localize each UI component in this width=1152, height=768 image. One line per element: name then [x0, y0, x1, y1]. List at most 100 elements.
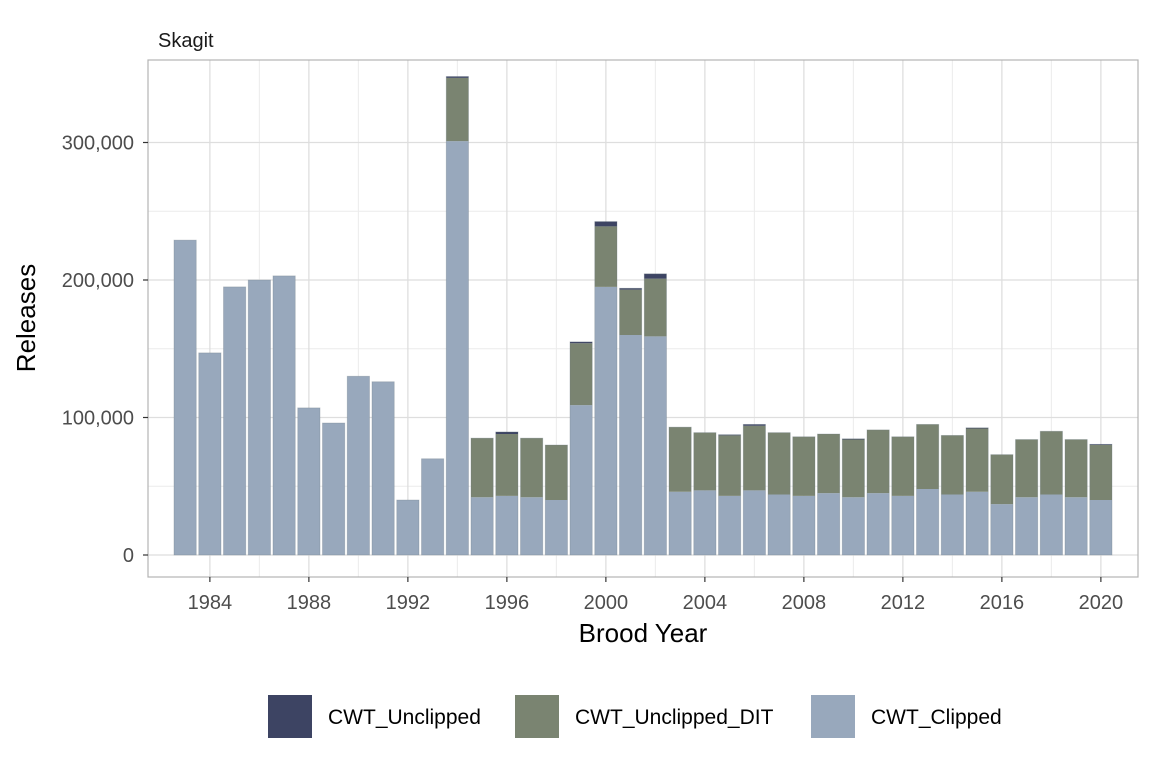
- bar-cwt-clipped-1989: [322, 423, 345, 555]
- bar-cwt-unclipped-dit-1998: [545, 445, 568, 500]
- bar-cwt-clipped-2004: [693, 490, 717, 555]
- bar-outline-2005: [718, 434, 742, 556]
- x-axis-title: Brood Year: [579, 618, 708, 648]
- bar-cwt-clipped-2018: [1040, 494, 1063, 555]
- bar-outline-1990: [346, 375, 370, 556]
- bar-outline-1993: [421, 458, 445, 556]
- bar-cwt-unclipped-dit-2004: [693, 432, 717, 491]
- bar-outline-1995: [470, 437, 494, 556]
- bar-cwt-unclipped-1996: [495, 431, 519, 434]
- legend-key-cwt-unclipped-dit: [515, 695, 559, 738]
- x-tick-label: 1984: [188, 592, 233, 614]
- bar-cwt-unclipped-dit-2001: [619, 289, 642, 335]
- bar-cwt-clipped-1987: [272, 275, 296, 555]
- legend-label-cwt-clipped: CWT_Clipped: [871, 706, 1002, 729]
- bar-outline-2001: [619, 287, 643, 556]
- bar-cwt-unclipped-1999: [569, 341, 593, 344]
- bar-cwt-clipped-2019: [1064, 497, 1088, 555]
- bar-cwt-clipped-1996: [495, 495, 519, 555]
- bar-cwt-clipped-1991: [371, 381, 395, 555]
- bar-cwt-clipped-1983: [173, 240, 197, 555]
- bar-cwt-unclipped-dit-2017: [1015, 439, 1038, 498]
- bar-cwt-unclipped-dit-2005: [718, 435, 741, 496]
- bar-outline-2007: [767, 432, 791, 556]
- bar-cwt-unclipped-2002: [644, 273, 667, 279]
- bar-cwt-unclipped-2015: [965, 427, 989, 429]
- bar-cwt-clipped-2009: [817, 493, 840, 555]
- bar-cwt-clipped-1993: [421, 458, 444, 555]
- bar-cwt-unclipped-2000: [594, 221, 618, 227]
- bar-outline-2006: [742, 423, 766, 556]
- bar-outline-2003: [668, 426, 692, 556]
- bar-cwt-unclipped-2001: [619, 288, 642, 290]
- bar-cwt-clipped-2015: [965, 491, 989, 555]
- bar-outline-1987: [272, 275, 296, 556]
- bar-cwt-unclipped-dit-1994: [446, 77, 469, 142]
- bar-cwt-unclipped-dit-2007: [767, 432, 791, 495]
- x-tick-label: 1992: [386, 592, 431, 614]
- y-axis-ticks: 0 100,000 200,000 300,000: [62, 133, 148, 567]
- bar-cwt-unclipped-dit-2019: [1064, 439, 1088, 498]
- bar-cwt-clipped-1999: [569, 405, 593, 555]
- bar-outline-1984: [198, 352, 222, 556]
- bar-outline-1998: [544, 444, 568, 556]
- bar-cwt-unclipped-dit-2013: [916, 424, 939, 489]
- bar-outline-2016: [990, 454, 1014, 556]
- bar-cwt-unclipped-dit-2016: [990, 454, 1014, 505]
- bar-cwt-clipped-2001: [619, 335, 642, 555]
- bar-outline-2009: [817, 433, 841, 556]
- bar-cwt-unclipped-dit-2011: [866, 429, 890, 494]
- bar-outline-2020: [1089, 443, 1113, 556]
- bar-cwt-unclipped-dit-2014: [941, 435, 964, 495]
- bar-cwt-clipped-1984: [198, 352, 222, 555]
- grid-layer: [148, 60, 1138, 577]
- bar-cwt-clipped-1995: [470, 497, 494, 555]
- bar-outline-1983: [173, 239, 197, 556]
- bar-cwt-unclipped-dit-2020: [1089, 445, 1113, 500]
- bar-cwt-unclipped-2020: [1089, 444, 1113, 445]
- bar-outline-2002: [643, 273, 667, 556]
- bar-cwt-clipped-2005: [718, 495, 741, 555]
- x-tick-label: 2004: [683, 592, 728, 614]
- bar-cwt-unclipped-2005: [718, 434, 741, 436]
- bar-outline-1991: [371, 381, 395, 556]
- legend-key-cwt-clipped: [811, 695, 855, 738]
- y-tick-label: 200,000: [62, 270, 134, 292]
- bar-outline-2015: [965, 427, 989, 556]
- bar-outline-1999: [569, 341, 593, 556]
- bar-cwt-unclipped-2010: [842, 438, 865, 440]
- x-tick-label: 2016: [980, 592, 1025, 614]
- bar-cwt-clipped-1986: [248, 280, 271, 555]
- bar-outline-1988: [297, 407, 321, 556]
- bar-cwt-unclipped-dit-1999: [569, 343, 593, 406]
- bar-cwt-unclipped-dit-2003: [668, 427, 692, 492]
- bar-cwt-unclipped-dit-2002: [644, 278, 667, 337]
- bar-outline-2012: [891, 436, 915, 556]
- bar-cwt-clipped-1990: [347, 376, 370, 555]
- y-axis-title: Releases: [11, 264, 41, 372]
- bar-cwt-unclipped-dit-2010: [842, 439, 865, 498]
- bar-cwt-clipped-2016: [990, 504, 1014, 555]
- bar-cwt-clipped-2012: [891, 495, 915, 555]
- x-tick-label: 2008: [782, 592, 827, 614]
- bar-cwt-clipped-2007: [767, 494, 791, 555]
- bar-cwt-clipped-1985: [223, 286, 246, 555]
- bar-cwt-clipped-1997: [520, 497, 543, 555]
- bar-cwt-unclipped-dit-2012: [891, 436, 915, 496]
- bar-cwt-clipped-2008: [792, 495, 816, 555]
- bar-outline-1994: [445, 76, 469, 556]
- x-axis-ticks: 1984 1988 1992 1996 2000 2004 2008 2012 2016 2020: [188, 577, 1124, 614]
- plot-background: [148, 60, 1138, 577]
- x-tick-label: 2012: [881, 592, 926, 614]
- legend: CWT_Unclipped CWT_Unclipped_DIT CWT_Clippe…: [268, 695, 1002, 738]
- bar-outline-2019: [1064, 439, 1088, 556]
- bar-cwt-unclipped-dit-2008: [792, 436, 816, 496]
- x-tick-label: 1996: [485, 592, 530, 614]
- x-tick-label: 2020: [1079, 592, 1124, 614]
- y-tick-label: 300,000: [62, 133, 134, 155]
- bar-cwt-clipped-2006: [743, 490, 766, 555]
- bar-outline-2013: [916, 423, 940, 556]
- bar-cwt-clipped-2000: [594, 286, 618, 555]
- bar-cwt-unclipped-1994: [446, 76, 469, 78]
- bar-cwt-unclipped-dit-2006: [743, 425, 766, 491]
